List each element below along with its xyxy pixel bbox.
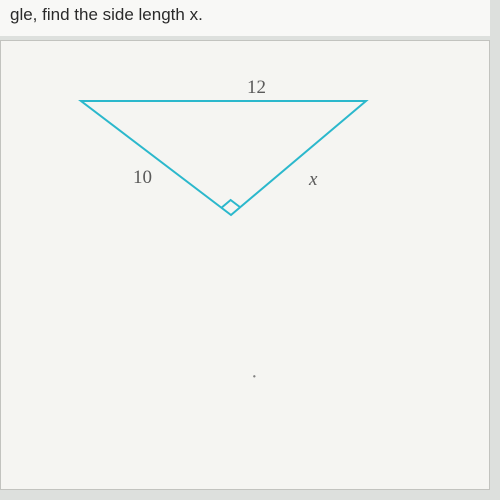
triangle-svg xyxy=(41,61,421,261)
label-hypotenuse: 12 xyxy=(247,77,266,99)
page-header: gle, find the side length x. xyxy=(0,0,490,36)
right-angle-marker xyxy=(221,200,240,208)
header-text-fragment: gle, find the side length x. xyxy=(10,5,203,24)
triangle-shape xyxy=(81,101,366,215)
worksheet-area: 12 10 x · xyxy=(0,40,490,490)
label-left-leg: 10 xyxy=(133,167,152,189)
triangle-diagram: 12 10 x xyxy=(41,61,421,261)
label-right-leg: x xyxy=(309,169,317,191)
stray-mark: · xyxy=(251,366,258,389)
